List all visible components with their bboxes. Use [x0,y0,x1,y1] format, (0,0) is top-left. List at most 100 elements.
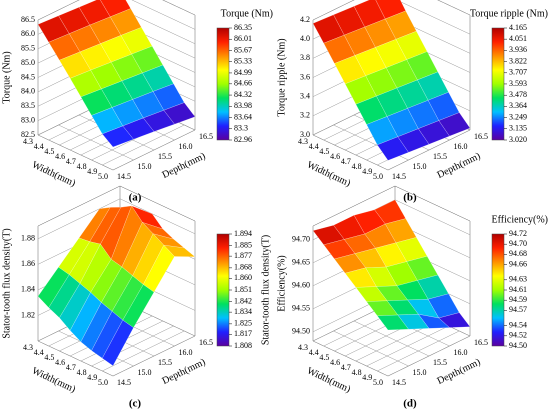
colorbar-tick-label: 94.59 [509,295,527,304]
z-tick-label: 3.2 [300,111,310,120]
z-tick-label: 85.5 [21,44,35,53]
colorbar-tick-label: 94.52 [509,331,527,340]
z-tick-label: 83.0 [21,115,35,124]
colorbar-tick-label: 94.50 [509,341,527,350]
colorbar-tick-label: 86.35 [234,23,252,32]
x-tick-label: 4.5 [44,353,54,362]
grid-line [396,0,471,35]
z-tick-label: 3.6 [300,72,310,81]
grid-line [37,0,80,21]
y-tick-label: 15.0 [413,368,427,377]
x-tick-label: 4.8 [352,162,362,171]
y-tick-label: 16.0 [179,142,193,151]
z-tick-label: 1.86 [21,259,35,268]
panel: 1.82 1.84 1.86 1.88 4.34.44.54.64.74.84.95.0… [1,185,271,410]
surface-patch [101,125,134,148]
x-tick-label: 4.3 [23,137,33,146]
z-tick-label: 4.2 [300,15,310,24]
y-tick-label: 16.0 [179,348,193,357]
x-tick-label: 4.7 [66,157,76,166]
x-tick-label: 4.7 [341,157,351,166]
surface-patch [376,136,409,161]
x-tick-label: 4.9 [87,167,97,176]
x-tick-label: 4.5 [319,147,329,156]
colorbar-tick-label: 3.249 [509,112,527,121]
z-axis-title: Stator-tooth flux density(T) [1,228,12,338]
colorbar-tick-label: 83.64 [234,112,252,121]
z-tick-label: 83.5 [21,101,35,110]
z-axis-title: Torque ripple (Nm) [276,38,287,116]
x-tick-label: 4.7 [341,363,351,372]
colorbar-tick-label: 94.61 [509,285,527,294]
y-tick-label: 15.5 [158,152,172,161]
colorbar-tick-label: 1.834 [234,307,252,316]
colorbar [216,27,230,141]
colorbar-tick-label: 86.01 [234,34,252,43]
z-tick-label: 3.0 [300,130,310,139]
grid-line [162,0,196,16]
panel: 3.03.23.43.63.84.04.24.34.44.54.64.74.84… [276,0,548,204]
y-tick-label: 15.5 [433,152,447,161]
colorbar-tick-label: 1.808 [234,341,252,350]
z-tick-label: 94.50 [292,327,310,336]
x-tick-label: 4.3 [298,343,308,352]
x-tick-label: 4.5 [319,353,329,362]
y-tick-label: 16.5 [474,338,488,347]
x-tick-label: 4.4 [34,142,44,151]
z-axis-title: Efficiency(%) [276,255,287,311]
z-tick-label: 4.0 [300,34,310,43]
colorbar-title: Efficiency(%) [492,214,548,225]
x-tick-label: 4.7 [66,363,76,372]
grid-line [131,0,196,30]
z-tick-label: 84.0 [21,87,35,96]
colorbar-tick-label: 83.98 [234,101,252,110]
y-tick-label: 15.5 [158,358,172,367]
colorbar-tick-label: 83.3 [234,124,248,133]
grid-line [119,198,196,235]
x-tick-label: 4.4 [309,142,319,151]
colorbar-tick-label: 3.707 [509,68,527,77]
colorbar-tick-label: 1.877 [234,251,252,260]
y-tick-label: 14.5 [392,378,406,387]
x-tick-label: 4.3 [23,343,33,352]
colorbar-tick-label: 1.885 [234,241,252,250]
grid-line [437,0,471,16]
z-tick-label: 94.70 [292,235,310,244]
colorbar-tick-label: 3.936 [509,45,527,54]
z-tick-label: 1.84 [21,285,35,294]
y-tick-label: 16.5 [199,132,213,141]
colorbar-tick-label: 84.99 [234,68,252,77]
box-edge [119,185,196,222]
x-tick-label: 4.6 [55,152,65,161]
colorbar-tick-label: 84.32 [234,90,252,99]
colorbar-tick-label: 1.825 [234,319,252,328]
x-tick-label: 4.6 [55,358,65,367]
colorbar-tick-label: 94.68 [509,249,527,258]
colorbar-tick-label: 94.72 [509,229,527,238]
panel: 82.583.083.584.084.585.085.586.086.54.34… [1,0,273,204]
colorbar-title: Torque (Nm) [221,8,273,19]
x-tick-label: 4.8 [352,368,362,377]
colorbar-tick-label: 4.165 [509,23,527,32]
colorbar-tick-label: 82.96 [234,135,252,144]
colorbar-tick-label: 1.842 [234,297,252,306]
x-tick-label: 4.8 [77,368,87,377]
colorbar-tick-label: 94.63 [509,275,527,284]
x-tick-label: 5.0 [98,172,108,181]
surface-patch [376,314,409,331]
colorbar-tick-label: 84.66 [234,79,252,88]
x-tick-label: 4.5 [44,147,54,156]
colorbar [491,27,505,141]
surface-patch [102,319,134,367]
x-tick-label: 5.0 [373,172,383,181]
z-tick-label: 1.88 [21,234,35,243]
y-tick-label: 16.5 [199,338,213,347]
y-tick-label: 14.5 [117,378,131,387]
grid-line [394,199,471,236]
x-tick-label: 5.0 [98,378,108,387]
z-tick-label: 82.5 [21,130,35,139]
colorbar-tick-label: 85.33 [234,57,252,66]
y-tick-label: 15.0 [138,162,152,171]
colorbar-tick-label: 3.593 [509,79,527,88]
